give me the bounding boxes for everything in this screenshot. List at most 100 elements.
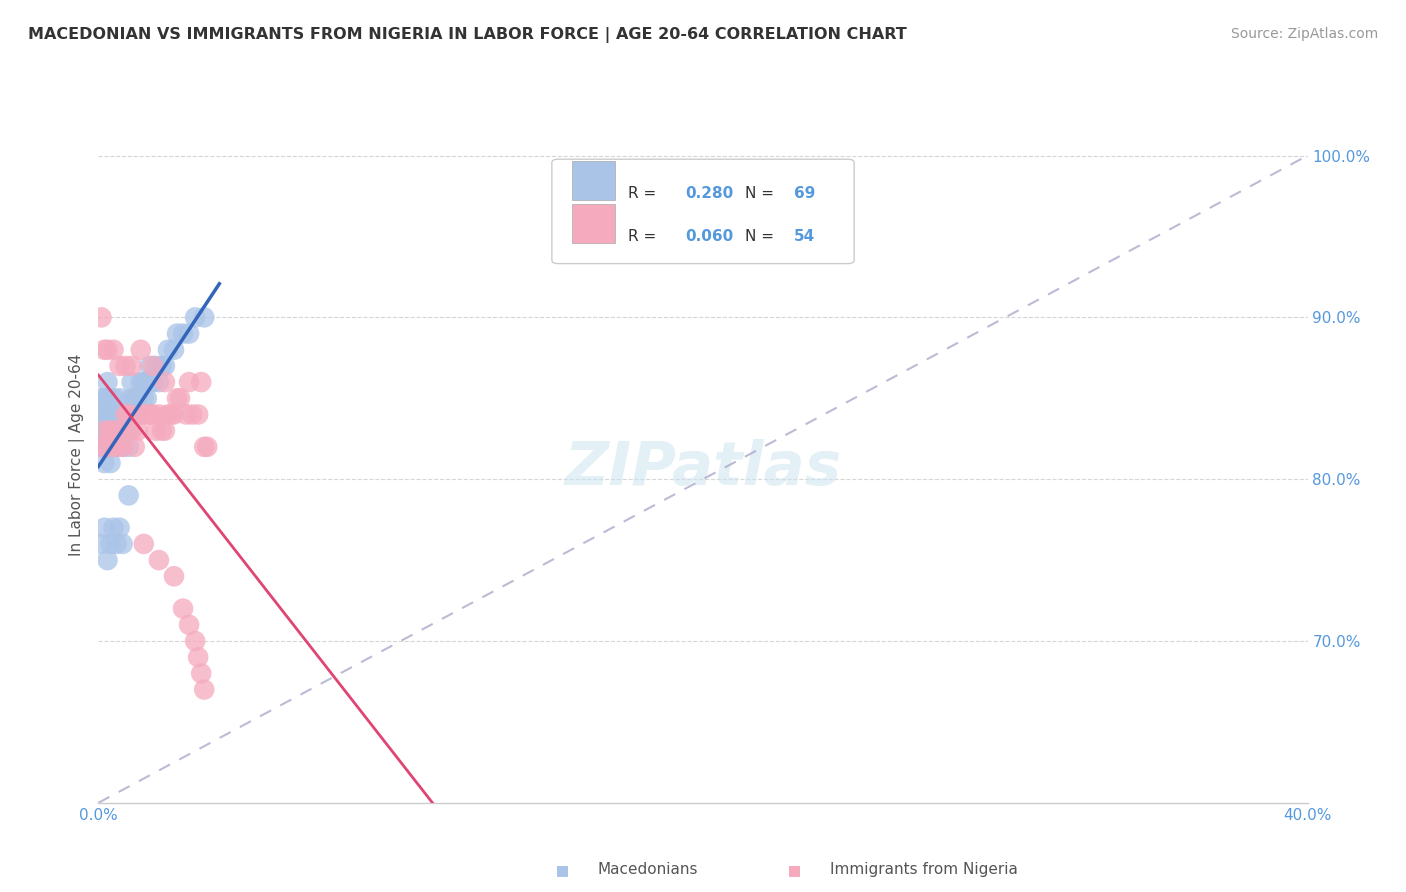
Point bbox=[184, 634, 207, 648]
Point bbox=[90, 392, 112, 406]
Point bbox=[148, 408, 170, 422]
Point bbox=[111, 440, 134, 454]
Point bbox=[93, 343, 115, 357]
Point bbox=[135, 408, 157, 422]
Point bbox=[105, 440, 128, 454]
FancyBboxPatch shape bbox=[551, 159, 855, 263]
Point bbox=[100, 424, 122, 438]
Point bbox=[177, 375, 201, 389]
Point bbox=[148, 375, 170, 389]
Point bbox=[96, 392, 118, 406]
Point bbox=[121, 359, 143, 373]
Text: 54: 54 bbox=[793, 229, 815, 244]
Y-axis label: In Labor Force | Age 20-64: In Labor Force | Age 20-64 bbox=[69, 354, 84, 556]
Point bbox=[114, 408, 136, 422]
Point bbox=[118, 488, 141, 502]
Point bbox=[148, 553, 170, 567]
Point bbox=[129, 343, 152, 357]
Point bbox=[132, 537, 155, 551]
Point bbox=[90, 440, 112, 454]
Point bbox=[96, 440, 118, 454]
Point bbox=[127, 408, 149, 422]
Point bbox=[150, 359, 173, 373]
Point bbox=[93, 456, 115, 470]
Point bbox=[90, 424, 112, 438]
Point bbox=[135, 375, 157, 389]
Point bbox=[177, 617, 201, 632]
Point bbox=[93, 408, 115, 422]
Point bbox=[103, 392, 125, 406]
Point bbox=[193, 310, 215, 325]
Point bbox=[93, 440, 115, 454]
Point bbox=[114, 408, 136, 422]
Point bbox=[153, 424, 176, 438]
Point bbox=[103, 424, 125, 438]
Point bbox=[121, 424, 143, 438]
FancyBboxPatch shape bbox=[572, 161, 614, 200]
Point bbox=[105, 408, 128, 422]
Point bbox=[118, 424, 141, 438]
Point bbox=[111, 424, 134, 438]
Point bbox=[108, 424, 131, 438]
Text: N =: N = bbox=[745, 229, 779, 244]
Point bbox=[96, 375, 118, 389]
Point bbox=[108, 359, 131, 373]
Text: 0.060: 0.060 bbox=[685, 229, 733, 244]
Point bbox=[105, 424, 128, 438]
Point bbox=[103, 521, 125, 535]
Point bbox=[163, 569, 186, 583]
Point bbox=[187, 650, 209, 665]
Point bbox=[190, 375, 212, 389]
Point bbox=[132, 408, 155, 422]
Point bbox=[103, 440, 125, 454]
Text: 69: 69 bbox=[793, 186, 815, 202]
Point bbox=[96, 424, 118, 438]
Point bbox=[100, 537, 122, 551]
Text: MACEDONIAN VS IMMIGRANTS FROM NIGERIA IN LABOR FORCE | AGE 20-64 CORRELATION CHA: MACEDONIAN VS IMMIGRANTS FROM NIGERIA IN… bbox=[28, 27, 907, 43]
Point bbox=[105, 537, 128, 551]
Point bbox=[100, 424, 122, 438]
Point bbox=[150, 424, 173, 438]
Point bbox=[184, 310, 207, 325]
Point bbox=[193, 682, 215, 697]
Text: ▪: ▪ bbox=[787, 860, 801, 880]
Point bbox=[139, 408, 162, 422]
Point bbox=[166, 392, 188, 406]
Point bbox=[166, 326, 188, 341]
Point bbox=[142, 359, 165, 373]
Point bbox=[103, 408, 125, 422]
Point bbox=[96, 553, 118, 567]
Point bbox=[142, 408, 165, 422]
Point bbox=[108, 392, 131, 406]
Text: ZIPatlas: ZIPatlas bbox=[564, 440, 842, 499]
Point bbox=[96, 343, 118, 357]
Point bbox=[93, 392, 115, 406]
Point bbox=[129, 408, 152, 422]
Text: 0.280: 0.280 bbox=[685, 186, 733, 202]
Text: Macedonians: Macedonians bbox=[598, 863, 697, 877]
Point bbox=[124, 392, 146, 406]
Point bbox=[108, 424, 131, 438]
Point bbox=[93, 521, 115, 535]
Point bbox=[100, 456, 122, 470]
Point bbox=[156, 408, 179, 422]
Point bbox=[100, 408, 122, 422]
Point bbox=[145, 424, 167, 438]
Point bbox=[153, 375, 176, 389]
Point bbox=[108, 408, 131, 422]
FancyBboxPatch shape bbox=[572, 204, 614, 243]
Point bbox=[153, 359, 176, 373]
Point bbox=[145, 359, 167, 373]
Point bbox=[118, 440, 141, 454]
Point bbox=[90, 440, 112, 454]
Point bbox=[111, 408, 134, 422]
Point bbox=[163, 408, 186, 422]
Point bbox=[156, 343, 179, 357]
Point bbox=[142, 375, 165, 389]
Point bbox=[127, 424, 149, 438]
Point bbox=[129, 375, 152, 389]
Point bbox=[103, 343, 125, 357]
Point bbox=[181, 408, 204, 422]
Text: R =: R = bbox=[628, 186, 661, 202]
Point bbox=[93, 424, 115, 438]
